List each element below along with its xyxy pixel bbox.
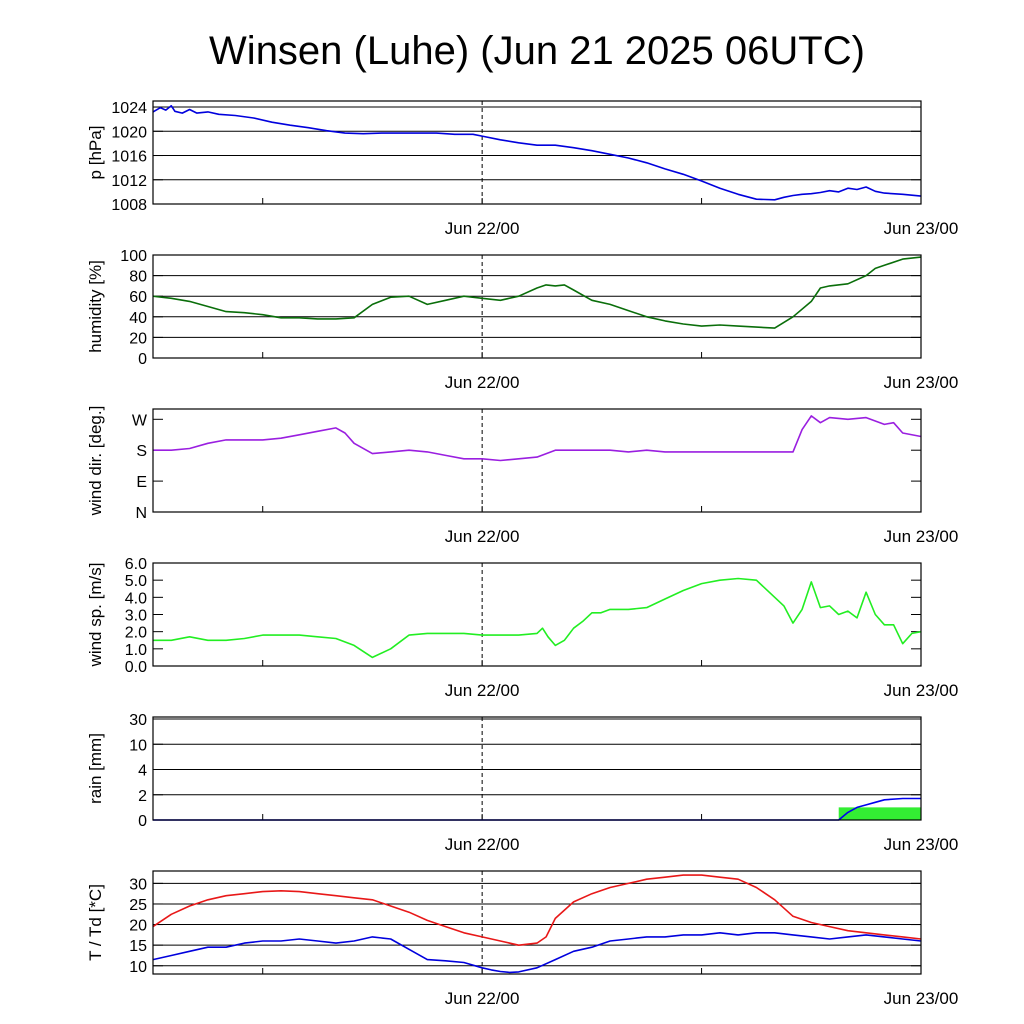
pressure-ytick-label: 1016: [111, 149, 147, 166]
wind-dir-ytick-label: S: [136, 443, 147, 460]
rain-bar: [838, 807, 921, 820]
panel-temp-dewpoint: 10 15 20 25 30 T / Td [*C] Jun 22/00 Jun 23/00: [86, 870, 959, 1008]
temp-dewpoint-xtick-label: Jun 23/00: [884, 989, 959, 1008]
wind-dir-ytick-label: E: [136, 474, 147, 491]
pressure-ytick-label: 1024: [111, 100, 147, 117]
temp-dewpoint-ylabel: T / Td [*C]: [86, 884, 105, 961]
rain-ytick-label: 30: [129, 712, 147, 729]
wind-speed-ytick-label: 6.0: [125, 556, 147, 573]
wind-speed-ylabel: wind sp. [m/s]: [86, 563, 105, 668]
wind-speed-ytick-label: 2.0: [125, 625, 147, 642]
pressure-ytick-label: 1012: [111, 173, 147, 190]
pressure-frame: [152, 100, 922, 205]
temp-dewpoint-ytick-label: 10: [129, 959, 147, 976]
wind-speed-ytick-label: 3.0: [125, 608, 147, 625]
temp-dewpoint-series-dewpoint: [152, 931, 922, 974]
wind-speed-ytick-label: 0.0: [125, 659, 147, 676]
pressure-xtick-label: Jun 22/00: [445, 219, 520, 238]
pressure-ytick-label: 1020: [111, 124, 147, 141]
temp-dewpoint-ytick-label: 30: [129, 876, 147, 893]
wind-speed-ytick-label: 5.0: [125, 573, 147, 590]
humidity-ytick-label: 80: [129, 269, 147, 286]
humidity-ytick-label: 60: [129, 289, 147, 306]
temp-dewpoint-series-temperature: [152, 874, 922, 947]
humidity-ytick-label: 40: [129, 310, 147, 327]
wind-speed-xtick-label: Jun 22/00: [445, 681, 520, 700]
temp-dewpoint-ytick-label: 20: [129, 918, 147, 935]
panel-wind-speed: 0.01.02.03.04.05.06.0 wind sp. [m/s] Jun 2…: [86, 556, 958, 700]
temp-dewpoint-ytick-label: 25: [129, 897, 147, 914]
rain-frame: [152, 716, 922, 821]
rain-xtick-label: Jun 23/00: [884, 835, 959, 854]
rain-xtick-label: Jun 22/00: [445, 835, 520, 854]
humidity-xtick-label: Jun 23/00: [884, 373, 959, 392]
wind-dir-series-wind-dir: [153, 415, 922, 462]
rain-ytick-label: 4: [138, 763, 147, 780]
wind-dir-ytick-label: N: [135, 505, 147, 522]
humidity-series-humidity: [152, 256, 922, 329]
wind-speed-xtick-label: Jun 23/00: [884, 681, 959, 700]
wind-speed-ytick-label: 4.0: [125, 590, 147, 607]
temp-dewpoint-frame: [152, 870, 922, 975]
panel-humidity: 0 20 40 60 80 100 humidity [%] Jun 22/00 Jun 23/…: [86, 248, 958, 392]
temp-dewpoint-xtick-label: Jun 22/00: [445, 989, 520, 1008]
wind-dir-frame: [152, 408, 922, 513]
wind-dir-ylabel: wind dir. [deg.]: [86, 406, 105, 517]
temp-dewpoint-ytick-label: 15: [129, 938, 147, 955]
chart-title: Winsen (Luhe) (Jun 21 2025 06UTC): [209, 29, 865, 73]
rain-ytick-label: 10: [129, 737, 147, 754]
panel-rain: 0 2 4 10 30 rain [mm] Jun 22/00 Jun 23/00: [86, 712, 958, 854]
wind-speed-series-wind-speed: [153, 577, 922, 659]
rain-ylabel: rain [mm]: [86, 733, 105, 804]
wind-dir-ytick-label: W: [132, 412, 148, 429]
wind-speed-frame: [152, 562, 922, 667]
pressure-ytick-label: 1008: [111, 197, 147, 214]
rain-ytick-label: 2: [138, 788, 147, 805]
wind-dir-xtick-label: Jun 23/00: [884, 527, 959, 546]
panel-pressure: 1008 1012 1016 1020 1024 p [hPa] Jun 22/00 Jun …: [86, 100, 958, 238]
wind-dir-xtick-label: Jun 22/00: [445, 527, 520, 546]
humidity-frame: [152, 254, 922, 359]
humidity-ylabel: humidity [%]: [86, 260, 105, 353]
rain-series-rain-cum: [153, 797, 921, 821]
humidity-ytick-label: 100: [120, 248, 147, 265]
pressure-series-pressure: [152, 105, 922, 201]
humidity-ytick-label: 20: [129, 330, 147, 347]
pressure-xtick-label: Jun 23/00: [884, 219, 959, 238]
humidity-ytick-label: 0: [138, 351, 147, 368]
pressure-ylabel: p [hPa]: [86, 126, 105, 180]
humidity-xtick-label: Jun 22/00: [445, 373, 520, 392]
wind-speed-ytick-label: 1.0: [125, 642, 147, 659]
rain-ytick-label: 0: [138, 813, 147, 830]
